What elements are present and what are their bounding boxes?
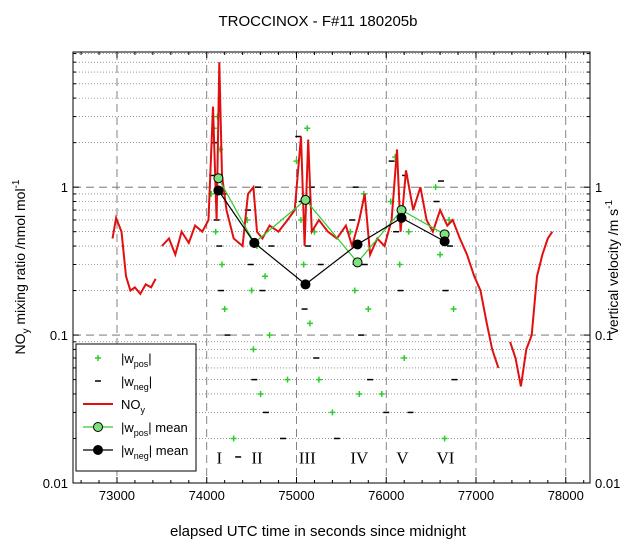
x-tick-label: 77000 [458, 488, 494, 503]
plus-marker [248, 287, 255, 294]
y-axis-label: NOy mixing ratio /nmol mol-1 [11, 179, 32, 354]
plus-marker [446, 216, 453, 223]
plus-marker [218, 261, 225, 268]
y2-label-main: vertical velocity /m s [605, 209, 621, 334]
mean-marker [352, 239, 363, 250]
plus-marker [401, 354, 408, 361]
legend-label-tail: | [149, 374, 152, 389]
mean-marker [439, 236, 450, 247]
legend-label-sub: neg [134, 382, 149, 392]
plus-marker [257, 390, 264, 397]
mean-marker [213, 173, 224, 184]
x-tick-label: 73000 [99, 488, 135, 503]
mean-marker [352, 257, 363, 268]
legend-label-tail: | mean [149, 443, 189, 458]
mean-line [217, 190, 445, 286]
plus-marker [396, 261, 403, 268]
y2-label-sup: -1 [604, 199, 615, 208]
annotation: II [251, 449, 263, 468]
plus-marker [262, 273, 269, 280]
legend-label: |wneg| [121, 374, 152, 392]
mean-marker [396, 212, 407, 223]
plus-marker [378, 390, 385, 397]
x-tick-label: 76000 [368, 488, 404, 503]
legend-label-tail: | mean [148, 420, 188, 435]
x-tick-label: 74000 [189, 488, 225, 503]
y2-tick-label: 1 [595, 180, 602, 195]
plus-marker [315, 376, 322, 383]
chart-title: TROCCINOX - F#11 180205b [219, 13, 418, 30]
plus-marker [351, 287, 358, 294]
legend: |wpos||wneg|NOy|wpos| mean|wneg| mean [75, 343, 197, 472]
plus-marker [405, 228, 412, 235]
legend-label-sub: neg [134, 451, 149, 461]
y2-tick-label: 0.1 [595, 328, 613, 343]
x-tick-label: 78000 [548, 488, 584, 503]
legend-symbol [93, 445, 103, 455]
legend-label-main: |w [121, 443, 134, 458]
plus-marker [432, 184, 439, 191]
legend-label: NOy [121, 397, 146, 415]
plus-marker [437, 251, 444, 258]
annotation: VI [437, 449, 455, 468]
mean-marker [213, 185, 224, 196]
plus-marker [304, 125, 311, 132]
plus-marker [365, 306, 372, 313]
legend-label-main: |w [121, 351, 134, 366]
legend-label-sub: pos [134, 359, 149, 369]
plus-marker [356, 390, 363, 397]
annotation: V [396, 449, 409, 468]
line [111, 62, 554, 387]
plus-marker [266, 332, 273, 339]
x-axis-label: elapsed UTC time in seconds since midnig… [170, 523, 467, 540]
plus-marker [221, 306, 228, 313]
y2-axis-label: vertical velocity /m s-1 [604, 199, 621, 334]
y-label-rest: mixing ratio /nmol mol [12, 188, 28, 328]
y-label-main: NO [12, 333, 28, 354]
legend-label: |wpos| mean [121, 420, 188, 438]
legend-symbol [93, 422, 103, 432]
legend-label-main: |w [121, 420, 134, 435]
plus-marker [329, 409, 336, 416]
mean-line [217, 177, 445, 264]
plus-marker [250, 346, 257, 353]
plot-frame [72, 51, 591, 484]
x-tick-label: 75000 [278, 488, 314, 503]
y-label-sup: -1 [11, 179, 22, 188]
plus-marker [450, 306, 457, 313]
legend-label-sub: y [141, 405, 146, 415]
annotation: I [216, 449, 222, 468]
legend-label: |wneg| mean [121, 443, 188, 461]
plus-marker [306, 320, 313, 327]
y-tick-label: 0.01 [43, 476, 68, 491]
legend-label-main: |w [121, 374, 134, 389]
legend-label: |wpos| [121, 351, 152, 369]
mean-marker [300, 194, 311, 205]
plus-marker [300, 261, 307, 268]
plus-marker [284, 376, 291, 383]
plus-marker [230, 435, 237, 442]
plus-marker [212, 228, 219, 235]
legend-label-main: NO [121, 397, 141, 412]
plus-marker [441, 435, 448, 442]
mean-marker [249, 237, 260, 248]
y2-tick-label: 0.01 [595, 476, 620, 491]
y-label-sub: y [21, 328, 32, 333]
legend-label-sub: pos [134, 428, 149, 438]
y-tick-label: 1 [61, 180, 68, 195]
legend-label-tail: | [148, 351, 151, 366]
y-tick-label: 0.1 [50, 328, 68, 343]
annotation: IV [350, 449, 369, 468]
annotation: III [299, 449, 316, 468]
legend-symbol [95, 355, 101, 361]
mean-marker [300, 279, 311, 290]
